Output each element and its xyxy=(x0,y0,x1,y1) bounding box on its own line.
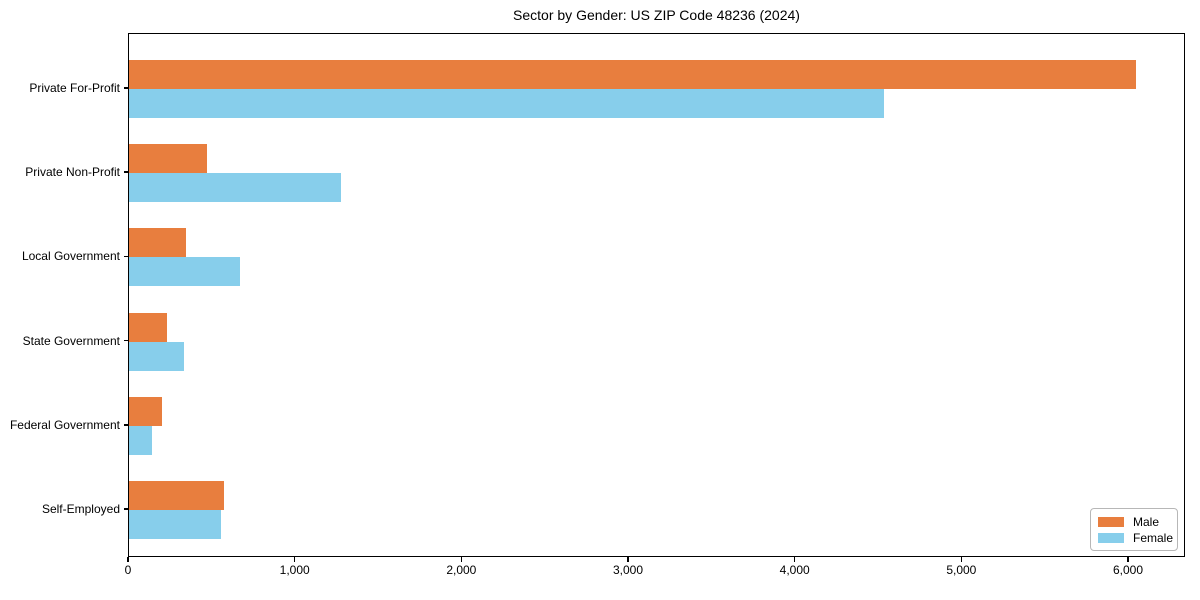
y-axis-labels: Private For-Profit Private Non-Profit Loca… xyxy=(0,33,120,557)
x-tick-label-1-000: 1,000 xyxy=(279,563,310,577)
chart-title: Sector by Gender: US ZIP Code 48236 (202… xyxy=(513,7,800,23)
x-tick-label-4-000: 4,000 xyxy=(779,563,810,577)
legend-swatch-female xyxy=(1098,533,1124,543)
legend-item-female: Female xyxy=(1098,530,1177,546)
bar-female-self-employed xyxy=(129,510,221,539)
bar-male-state-government xyxy=(129,312,168,342)
legend-item-male: Male xyxy=(1098,514,1177,530)
y-tick-label-state-government: State Government xyxy=(22,333,120,348)
y-tick-label-private-for-profit: Private For-Profit xyxy=(29,81,120,95)
plot-area xyxy=(128,33,1185,557)
bar-male-federal-government xyxy=(129,396,163,426)
x-tick-mark xyxy=(293,557,296,562)
bar-male-private-non-profit xyxy=(129,144,207,174)
x-tick-mark xyxy=(960,557,963,562)
x-tick-label-5-000: 5,000 xyxy=(946,563,977,577)
bar-male-private-for-profit xyxy=(129,60,1136,89)
x-tick-label-3-000: 3,000 xyxy=(612,563,644,577)
x-tick-label-2-000: 2,000 xyxy=(446,563,477,577)
x-tick-mark xyxy=(627,557,629,562)
x-tick-mark xyxy=(793,557,796,562)
x-tick-label-6-000: 6,000 xyxy=(1112,563,1144,577)
y-tick-mark xyxy=(123,255,128,258)
legend-label-male: Male xyxy=(1133,515,1160,529)
x-axis-labels: 0 1,000 2,000 3,000 4,000 5,000 6,000 xyxy=(125,563,1185,581)
bar-male-local-government xyxy=(129,228,186,258)
x-tick-label-0: 0 xyxy=(124,563,132,577)
y-tick-mark xyxy=(123,424,128,426)
bar-female-state-government xyxy=(129,341,184,371)
legend-swatch-male xyxy=(1098,517,1124,527)
x-tick-mark xyxy=(127,557,129,562)
y-tick-label-local-government: Local Government xyxy=(21,249,120,264)
bar-female-local-government xyxy=(129,257,240,287)
y-tick-label-self-employed: Self-Employed xyxy=(41,502,120,516)
y-tick-mark xyxy=(123,171,128,173)
bar-male-self-employed xyxy=(129,481,224,510)
y-tick-mark xyxy=(123,508,128,510)
bar-female-federal-government xyxy=(129,425,152,455)
y-tick-mark xyxy=(123,87,128,89)
x-tick-mark xyxy=(1127,557,1129,562)
legend: Male Female xyxy=(1090,508,1178,551)
bar-female-private-non-profit xyxy=(129,173,341,203)
y-tick-mark xyxy=(123,339,128,342)
bar-female-private-for-profit xyxy=(129,89,884,118)
legend-label-female: Female xyxy=(1133,531,1174,545)
y-tick-label-federal-government: Federal Government xyxy=(9,417,120,432)
y-tick-label-private-non-profit: Private Non-Profit xyxy=(25,165,120,180)
x-tick-mark xyxy=(460,557,463,562)
